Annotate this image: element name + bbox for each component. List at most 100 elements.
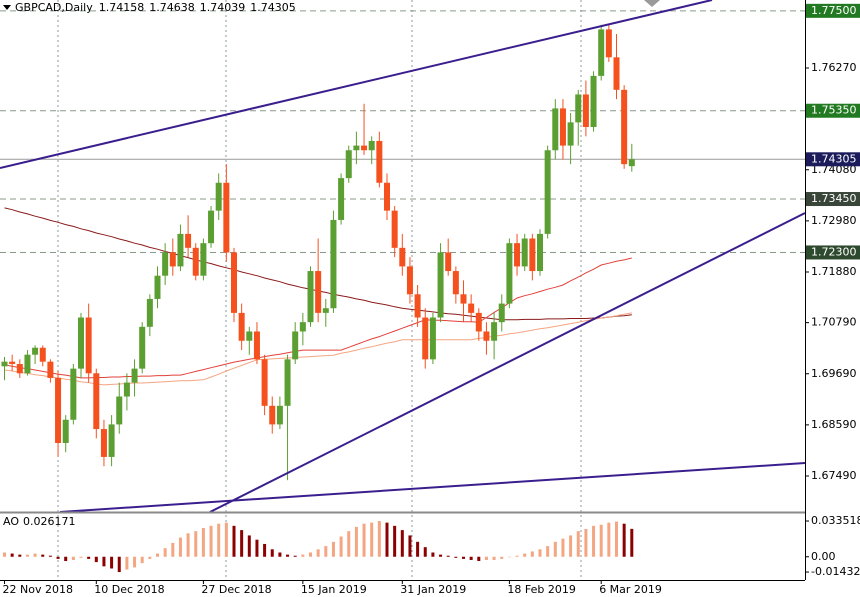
- level-box: [806, 192, 860, 207]
- candle-body: [475, 312, 482, 332]
- ao-bar: [286, 554, 290, 557]
- ao-bar: [56, 556, 60, 559]
- ao-bar: [423, 547, 427, 557]
- ao-bar: [546, 546, 550, 557]
- candle-body: [559, 108, 566, 146]
- ao-bar: [87, 556, 91, 559]
- scroll-marker: [644, 0, 660, 7]
- ao-bar: [385, 522, 389, 557]
- candle-body: [406, 266, 413, 295]
- candle-body: [238, 312, 245, 341]
- candle-body: [460, 294, 467, 304]
- candle-body: [276, 405, 283, 425]
- candle-body: [353, 145, 360, 151]
- ao-bar: [454, 556, 458, 558]
- candle-body: [452, 271, 459, 295]
- ao-bar: [377, 521, 381, 557]
- candle-body: [1, 361, 8, 367]
- level-box: [806, 103, 860, 118]
- symbol: GBPCAD,Daily: [15, 1, 93, 14]
- candle-body: [100, 429, 107, 457]
- x-tick-label: 22 Nov 2018: [3, 583, 73, 596]
- ao-bar: [102, 556, 106, 567]
- ao-bar: [630, 528, 634, 557]
- x-tick-label: 27 Dec 2018: [201, 583, 271, 596]
- candle-body: [32, 347, 39, 355]
- ao-tick-label: -0.014326: [811, 565, 860, 578]
- candle-body: [376, 140, 383, 183]
- ao-bar: [224, 522, 228, 557]
- ao-bar: [255, 539, 259, 557]
- ao-bar: [584, 529, 588, 557]
- ao-bar: [446, 555, 450, 557]
- candle-body: [154, 275, 161, 299]
- ao-bar: [538, 549, 542, 557]
- candle-body: [215, 182, 222, 211]
- candle-body: [269, 405, 276, 425]
- candle-body: [514, 243, 521, 267]
- ao-bar: [500, 556, 504, 559]
- candle-body: [16, 363, 23, 374]
- candle-body: [284, 359, 291, 406]
- candle-body: [70, 368, 77, 420]
- header: GBPCAD,Daily 1.74158 1.74638 1.74039 1.74305: [15, 1, 296, 14]
- candle-body: [621, 89, 628, 165]
- ao-bar: [148, 556, 152, 559]
- moving-average: [4, 312, 632, 386]
- candle-body: [598, 29, 605, 76]
- candle-body: [628, 159, 635, 167]
- ao-bar: [469, 556, 473, 560]
- ao-bar: [217, 523, 221, 557]
- indicator-header: AO 0.026171: [3, 515, 76, 528]
- ao-bar: [507, 556, 511, 558]
- ao-bar: [10, 553, 14, 557]
- ao-bar: [209, 525, 213, 557]
- x-tick-label: 15 Jan 2019: [301, 583, 367, 596]
- level-box: [806, 245, 860, 260]
- candle-body: [345, 150, 352, 179]
- candle-body: [185, 233, 192, 248]
- ao-bar: [201, 527, 205, 557]
- candle-body: [85, 317, 92, 374]
- high-value: 1.74638: [149, 1, 195, 14]
- candle-body: [108, 424, 115, 457]
- candle-body: [590, 75, 597, 128]
- y-tick-label: 1.76270: [811, 61, 857, 74]
- price-box: [806, 152, 860, 167]
- ao-bar: [561, 538, 565, 557]
- ao-bar: [316, 549, 320, 557]
- candle-body: [613, 57, 620, 90]
- ao-bar: [71, 556, 75, 560]
- candle-body: [123, 382, 130, 397]
- candle-body: [292, 331, 299, 360]
- candle-body: [169, 252, 176, 267]
- ao-bar: [140, 556, 144, 564]
- ao-bar: [156, 553, 159, 557]
- candle-body: [399, 247, 406, 267]
- ao-bar: [515, 555, 519, 557]
- candle-body: [62, 419, 69, 443]
- ao-panel: [3, 521, 634, 573]
- ao-bar: [232, 525, 236, 557]
- candle-body: [582, 94, 589, 128]
- ao-bar: [278, 552, 282, 557]
- candle-body: [177, 233, 184, 267]
- ao-bar: [178, 537, 182, 557]
- low-value: 1.74039: [200, 1, 246, 14]
- ao-bar: [3, 552, 6, 557]
- ao-bar: [324, 546, 328, 557]
- candle-body: [567, 122, 574, 146]
- candle-body: [544, 150, 551, 234]
- candle-body: [575, 94, 582, 123]
- ao-bar: [408, 535, 412, 557]
- indicator-title: AO: [3, 515, 19, 528]
- close-value: 1.74305: [250, 1, 296, 14]
- ao-bar: [370, 522, 374, 557]
- ao-bar: [125, 556, 129, 570]
- ao-bar: [339, 536, 343, 557]
- candle-body: [422, 317, 429, 360]
- candle-body: [468, 303, 475, 313]
- candle-body: [253, 331, 260, 360]
- candle-body: [9, 361, 16, 364]
- candle-body: [506, 243, 513, 304]
